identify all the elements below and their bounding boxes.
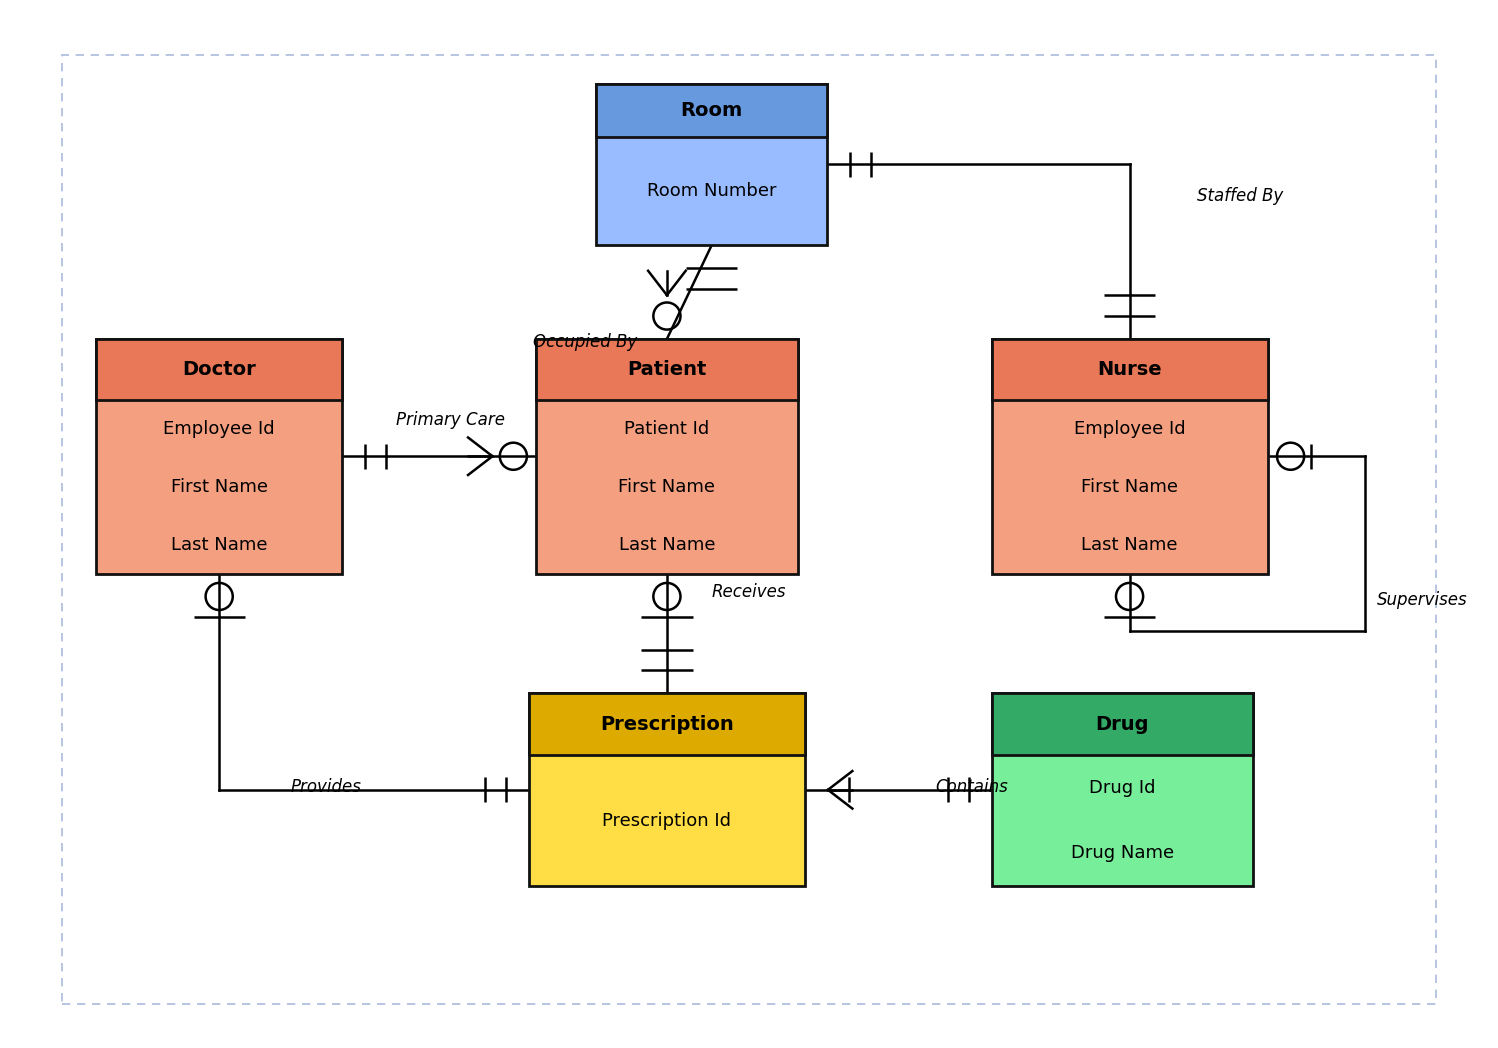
FancyBboxPatch shape xyxy=(529,694,804,756)
Text: Room Number: Room Number xyxy=(647,182,776,200)
FancyBboxPatch shape xyxy=(536,339,797,573)
Text: Last Name: Last Name xyxy=(1082,536,1177,553)
Text: Drug Name: Drug Name xyxy=(1071,845,1173,863)
FancyBboxPatch shape xyxy=(596,84,827,137)
Text: Primary Care: Primary Care xyxy=(395,411,505,429)
Text: Drug Id: Drug Id xyxy=(1089,779,1155,796)
Text: Doctor: Doctor xyxy=(183,359,256,379)
FancyBboxPatch shape xyxy=(992,339,1267,573)
FancyBboxPatch shape xyxy=(96,339,343,573)
FancyBboxPatch shape xyxy=(536,339,797,400)
Text: Patient: Patient xyxy=(628,359,707,379)
Text: Patient Id: Patient Id xyxy=(625,420,710,438)
Text: Occupied By: Occupied By xyxy=(533,332,637,351)
Text: First Name: First Name xyxy=(1082,478,1177,496)
Text: Room: Room xyxy=(680,101,743,119)
Text: First Name: First Name xyxy=(619,478,716,496)
Text: Contains: Contains xyxy=(936,778,1008,795)
Text: Employee Id: Employee Id xyxy=(163,420,276,438)
Text: Provides: Provides xyxy=(291,778,361,795)
Text: Last Name: Last Name xyxy=(619,536,715,553)
FancyBboxPatch shape xyxy=(992,694,1252,756)
FancyBboxPatch shape xyxy=(96,339,343,400)
Text: Supervises: Supervises xyxy=(1377,591,1467,609)
Text: Prescription Id: Prescription Id xyxy=(602,812,731,830)
Text: Receives: Receives xyxy=(712,583,786,601)
FancyBboxPatch shape xyxy=(992,694,1252,887)
Text: Prescription: Prescription xyxy=(601,715,734,734)
FancyBboxPatch shape xyxy=(992,339,1267,400)
Text: Staffed By: Staffed By xyxy=(1197,187,1282,204)
FancyBboxPatch shape xyxy=(63,54,1435,1004)
Text: Nurse: Nurse xyxy=(1097,359,1162,379)
Text: Drug: Drug xyxy=(1095,715,1149,734)
Text: Employee Id: Employee Id xyxy=(1074,420,1185,438)
Text: First Name: First Name xyxy=(171,478,268,496)
Text: Last Name: Last Name xyxy=(171,536,268,553)
FancyBboxPatch shape xyxy=(529,694,804,887)
FancyBboxPatch shape xyxy=(596,84,827,245)
